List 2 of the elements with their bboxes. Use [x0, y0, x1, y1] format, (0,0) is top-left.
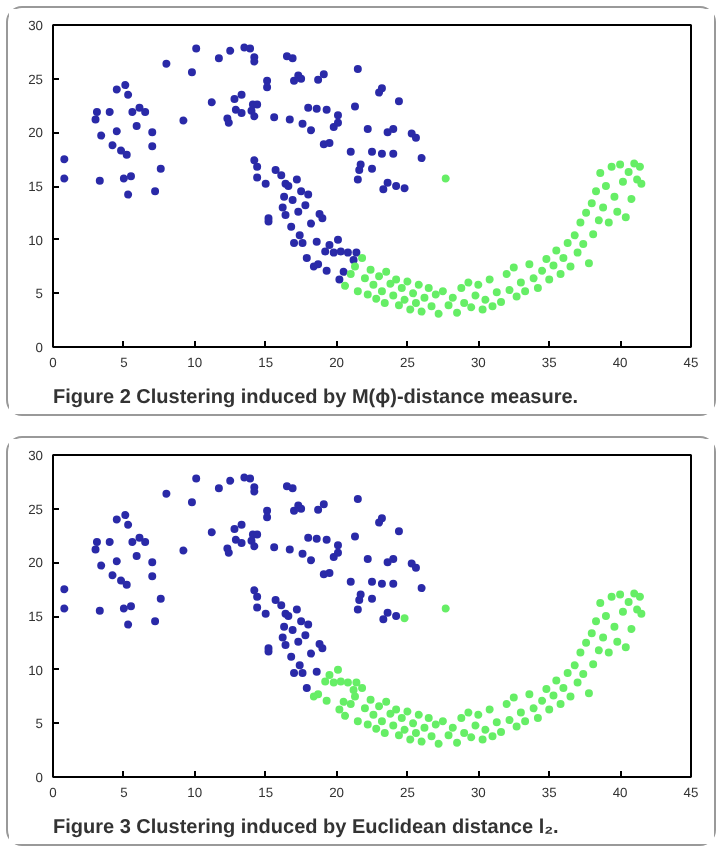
caption: Figure 3 Clustering induced by Euclidean distance l₂.: [53, 817, 560, 839]
caption: Figure 2 Clustering induced by M(ϕ)-distance measure.: [53, 387, 579, 409]
